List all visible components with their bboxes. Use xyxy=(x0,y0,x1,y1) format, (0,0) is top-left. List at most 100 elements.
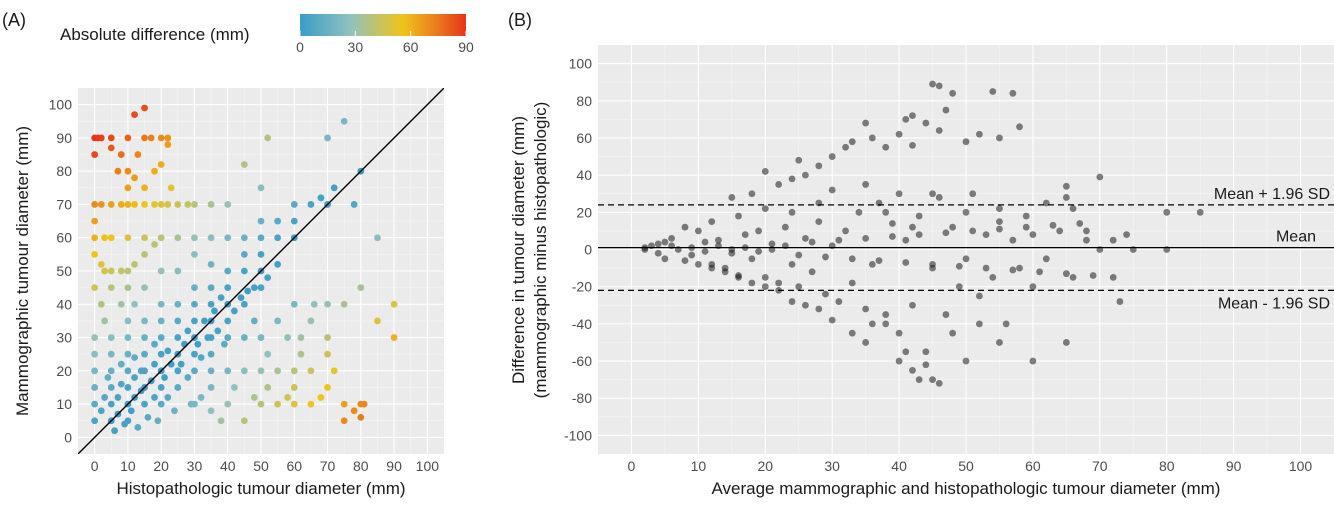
panel-b-point xyxy=(909,112,916,120)
panel-b-point xyxy=(882,320,890,328)
panel-b-point xyxy=(748,255,756,263)
panel-b-point xyxy=(822,290,829,298)
panel-a-point xyxy=(307,367,315,375)
panel-b-point xyxy=(755,247,762,255)
panel-a-point xyxy=(91,234,99,242)
panel-b-x-tick-label: 20 xyxy=(757,458,773,474)
panel-a-point xyxy=(240,300,248,308)
panel-a-point xyxy=(147,134,155,142)
panel-a-point xyxy=(131,300,138,308)
panel-a-point xyxy=(91,201,99,208)
colorbar xyxy=(300,14,466,36)
panel-a-point xyxy=(217,417,225,425)
panel-a-point xyxy=(324,384,331,391)
panel-b-point xyxy=(1009,266,1017,274)
panel-b-point xyxy=(955,262,963,270)
panel-a-y-tick-label: 50 xyxy=(56,263,72,279)
panel-b-point xyxy=(681,223,689,231)
panel-a-point xyxy=(284,394,292,401)
panel-a-point xyxy=(307,317,315,325)
panel-a-point xyxy=(224,317,232,325)
panel-b-point xyxy=(962,138,970,146)
panel-a-point xyxy=(124,384,132,391)
panel-a-point xyxy=(141,184,148,192)
panel-a-point xyxy=(97,260,105,268)
panel-a-y-tick-label: 100 xyxy=(49,97,73,113)
panel-a-point xyxy=(177,360,185,368)
panel-a-x-tick-label: 70 xyxy=(320,458,336,474)
panel-b-y-tick-label: -20 xyxy=(572,279,592,295)
panel-b-point xyxy=(929,80,936,88)
panel-a-point xyxy=(141,350,148,358)
panel-b-point xyxy=(1042,199,1050,207)
panel-b-point xyxy=(909,141,916,149)
panel-a-point xyxy=(390,300,398,308)
panel-b-y-tick-label: 20 xyxy=(576,204,592,220)
panel-b-point xyxy=(996,134,1003,142)
panel-a-point xyxy=(274,367,282,375)
panel-b-point xyxy=(1109,236,1117,244)
panel-b-point xyxy=(962,357,970,365)
panel-a-point xyxy=(207,260,215,268)
panel-b-point xyxy=(802,301,809,309)
panel-b-point xyxy=(694,227,702,235)
panel-a-point xyxy=(131,174,138,182)
panel-b-point xyxy=(929,260,936,268)
panel-b-point xyxy=(1056,227,1064,235)
panel-a-point xyxy=(97,201,105,208)
panel-a-point xyxy=(107,334,115,341)
panel-a-point xyxy=(91,250,99,258)
panel-a-x-tick-label: 10 xyxy=(120,458,136,474)
panel-a-point xyxy=(184,327,192,335)
panel-b-point xyxy=(915,376,923,384)
panel-b-point xyxy=(949,223,957,231)
panel-b-point xyxy=(989,88,997,95)
panel-a-point xyxy=(191,367,198,375)
panel-a-x-tick-label: 20 xyxy=(153,458,169,474)
panel-a-point xyxy=(157,161,165,168)
panel-a-ticks: 0 10 20 30 40 50 60 70 80 90 100 0 10 20 30 40 50 60 70 80 9… xyxy=(49,97,440,474)
panel-a-point xyxy=(290,201,298,208)
panel-b-point xyxy=(808,238,816,246)
panel-b-point xyxy=(889,233,896,240)
panel-a-point xyxy=(101,394,109,401)
panel-a-point xyxy=(264,274,272,282)
panel-a-point xyxy=(290,367,298,375)
panel-a-y-tick-label: 80 xyxy=(56,163,72,179)
panel-b-point xyxy=(848,255,856,263)
panel-b-point xyxy=(969,227,977,235)
panel-b-point xyxy=(1076,220,1084,227)
panel-a-point xyxy=(307,201,315,208)
colorbar-title: Absolute difference (mm) xyxy=(60,25,250,44)
panel-b-x-tick-label: 60 xyxy=(1025,458,1041,474)
panel-b-point xyxy=(868,260,876,268)
panel-a-point xyxy=(224,367,232,375)
panel-b-point xyxy=(882,208,890,216)
panel-a-point xyxy=(91,417,99,425)
panel-a-point xyxy=(207,334,215,341)
panel-b-point xyxy=(788,260,796,268)
panel-b-point xyxy=(942,229,950,237)
panel-b-point xyxy=(701,247,709,255)
panel-a-point xyxy=(141,400,148,408)
panel-a-point xyxy=(101,234,109,242)
panel-a-y-tick-label: 0 xyxy=(64,429,72,445)
panel-b-point xyxy=(1029,357,1037,365)
panel-a-point xyxy=(257,284,265,292)
panel-b-point xyxy=(935,127,943,134)
panel-a-point xyxy=(91,334,99,341)
panel-a-point xyxy=(117,360,125,368)
panel-b-point xyxy=(1083,236,1090,244)
panel-b-agreement-lines xyxy=(598,204,1334,292)
panel-a-point xyxy=(390,334,398,341)
panel-a-point xyxy=(151,240,158,248)
panel-b-point xyxy=(1009,89,1017,97)
panel-a-point xyxy=(97,407,105,415)
panel-a-point xyxy=(224,201,232,208)
panel-a-point xyxy=(117,267,125,275)
panel-b-point xyxy=(1062,339,1070,346)
panel-a-point xyxy=(290,400,298,408)
panel-a-point xyxy=(224,234,232,242)
panel-a-point xyxy=(237,294,245,302)
